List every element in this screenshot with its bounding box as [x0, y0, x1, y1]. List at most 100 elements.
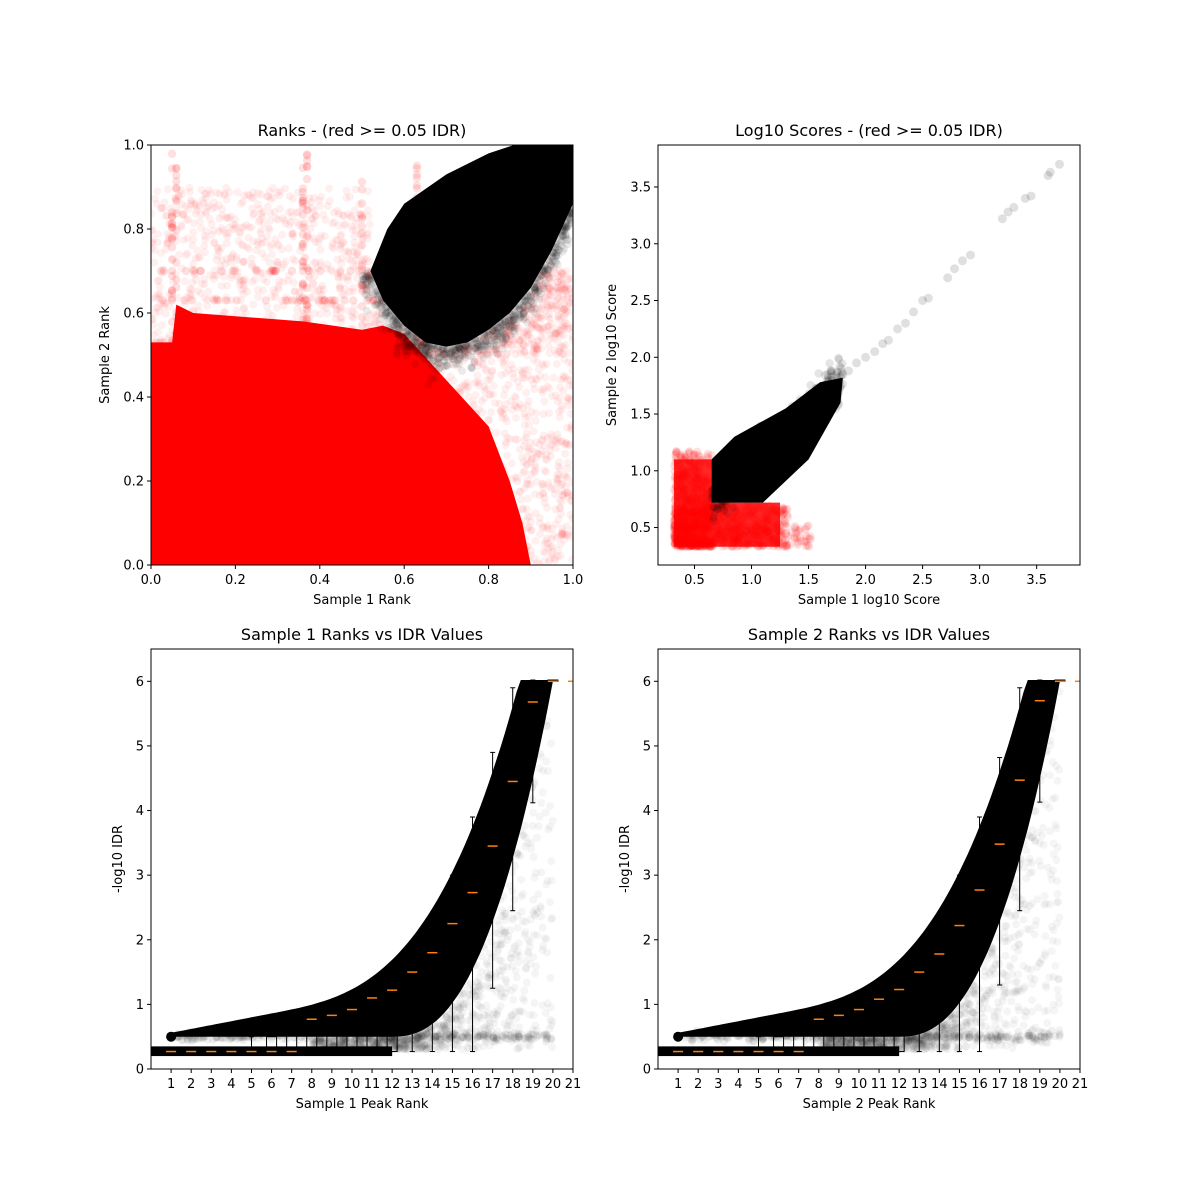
fail-point: [490, 450, 499, 459]
fail-point: [526, 292, 535, 301]
fail-point: [459, 473, 468, 482]
fail-point: [412, 427, 422, 436]
fail-point: [540, 297, 549, 306]
fail-point: [426, 438, 435, 447]
fail-point: [418, 557, 427, 565]
fail-point: [562, 472, 571, 481]
fail-point: [288, 296, 297, 305]
fail-point: [167, 255, 177, 264]
fail-point: [340, 221, 349, 230]
fail-point: [412, 379, 422, 388]
fail-point: [417, 340, 426, 349]
fail-point: [464, 537, 473, 546]
fail-point: [258, 345, 267, 354]
fail-point: [473, 357, 482, 366]
pass-point: [381, 309, 390, 318]
fail-point: [492, 429, 501, 437]
fail-point: [527, 559, 536, 565]
fail-point: [520, 307, 529, 316]
fail-point: [536, 292, 545, 301]
fail-point: [530, 468, 539, 477]
fail-point: [257, 226, 266, 235]
fail-point: [522, 388, 531, 397]
fail-point: [523, 460, 531, 469]
fail-point: [163, 230, 172, 238]
pass-point: [439, 346, 448, 355]
fail-point: [545, 322, 553, 331]
fail-point: [553, 434, 562, 443]
fail-point: [187, 296, 197, 305]
fail-point: [351, 185, 360, 194]
fail-point: [364, 187, 373, 196]
fail-point: [251, 264, 260, 273]
fail-point: [537, 311, 546, 320]
fail-point: [413, 524, 422, 532]
fail-point: [314, 238, 323, 247]
outlier-point: [958, 256, 967, 266]
fail-point: [552, 477, 561, 485]
fail-point: [563, 531, 572, 539]
fail-point: [319, 343, 328, 352]
fail-point: [319, 210, 328, 219]
pass-point: [548, 248, 557, 257]
fail-point: [548, 524, 557, 533]
fail-point: [167, 504, 177, 513]
fail-point: [537, 436, 546, 445]
fail-point: [419, 478, 428, 487]
fail-point: [561, 449, 570, 458]
fail-point: [172, 195, 181, 204]
fail-point: [443, 481, 452, 489]
fail-point: [533, 358, 542, 367]
fail-point: [527, 470, 536, 479]
fail-point: [553, 546, 562, 555]
fail-point: [499, 506, 508, 515]
fail-point: [395, 324, 404, 333]
fail-point: [192, 276, 201, 284]
pass-point: [468, 341, 476, 350]
fail-point: [364, 273, 373, 282]
pass-point: [520, 296, 529, 305]
fail-point: [559, 371, 568, 380]
fail-point: [298, 364, 308, 373]
fail-point: [172, 401, 181, 411]
fail-point: [186, 196, 195, 205]
pass-point: [797, 401, 807, 410]
fail-point: [153, 187, 162, 196]
fail-point: [274, 282, 283, 290]
pass-point: [480, 330, 489, 339]
fail-point: [304, 266, 313, 275]
fail-point: [220, 272, 229, 281]
fail-point: [302, 466, 312, 475]
pass-point: [482, 337, 491, 346]
fail-point: [171, 193, 180, 202]
fail-point: [513, 473, 522, 482]
fail-point: [336, 245, 345, 254]
fail-point: [560, 299, 569, 308]
pass-point: [456, 343, 464, 352]
fail-point: [314, 296, 323, 305]
fail-point: [559, 321, 568, 330]
fail-point: [269, 338, 279, 347]
fail-point: [560, 319, 569, 328]
fail-point: [531, 342, 539, 351]
fail-point: [550, 346, 559, 355]
fail-point: [336, 314, 345, 323]
fail-point: [151, 209, 156, 218]
fail-point: [422, 498, 431, 507]
fail-point: [302, 431, 312, 440]
fail-point: [487, 519, 496, 528]
fail-point: [402, 452, 411, 461]
fail-point: [507, 318, 516, 327]
fail-point: [566, 410, 573, 418]
fail-point: [374, 299, 383, 308]
fail-point: [211, 539, 220, 549]
fail-point: [341, 284, 350, 293]
fail-point: [564, 325, 573, 333]
fail-point: [254, 217, 263, 226]
fail-point: [507, 335, 516, 344]
fail-point: [281, 184, 289, 193]
pass-point: [434, 342, 443, 351]
fail-point: [167, 223, 177, 232]
fail-point: [525, 330, 534, 339]
fail-point: [251, 338, 260, 347]
